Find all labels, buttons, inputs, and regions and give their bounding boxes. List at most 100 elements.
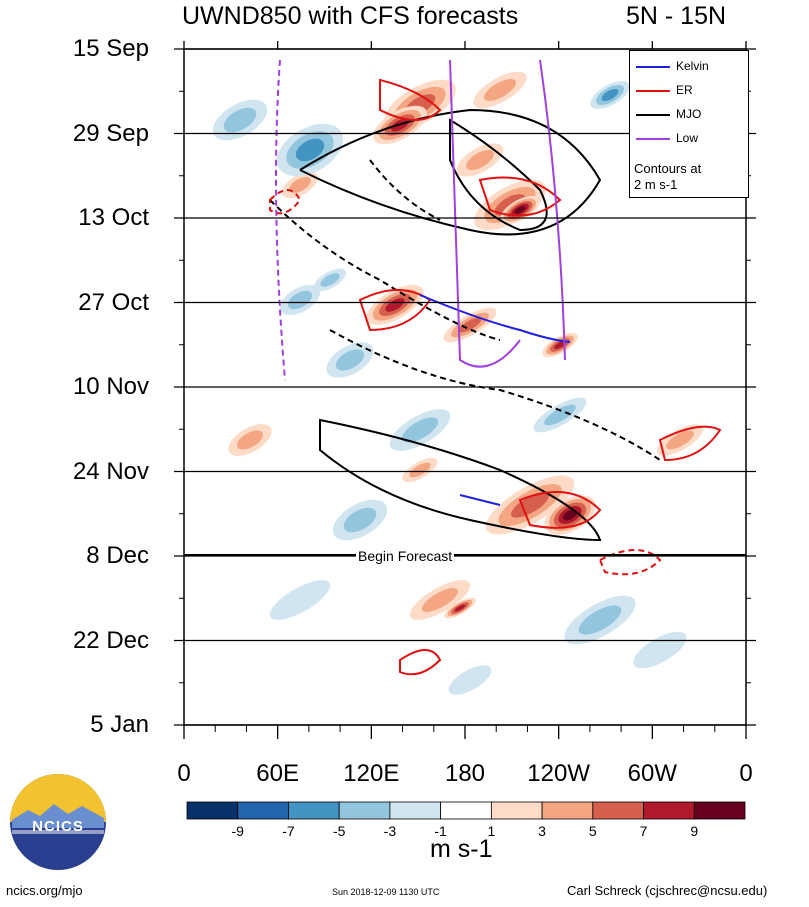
anomaly-patch bbox=[448, 665, 492, 695]
colorbar-swatch bbox=[693, 801, 746, 820]
y-tick-label: 13 Oct bbox=[78, 204, 149, 231]
colorbar-swatch bbox=[237, 801, 289, 820]
contour-line bbox=[539, 59, 566, 361]
x-tick-label: 120W bbox=[527, 760, 591, 787]
legend-swatch bbox=[636, 114, 670, 116]
colorbar bbox=[186, 801, 746, 820]
axis-ticks bbox=[174, 41, 756, 739]
ncics-logo bbox=[10, 774, 106, 870]
anomaly-patch bbox=[421, 588, 459, 612]
colorbar-swatch bbox=[338, 801, 391, 820]
legend: Kelvin ER MJO Low Contours at 2 m s-1 bbox=[629, 50, 749, 198]
colorbar-swatch bbox=[440, 801, 492, 820]
legend-entry: Kelvin bbox=[634, 59, 744, 75]
anomaly-patch bbox=[401, 417, 439, 443]
legend-swatch bbox=[636, 138, 670, 140]
logo-text: NCICS bbox=[32, 818, 84, 835]
wave-contours bbox=[269, 59, 722, 676]
anomaly-patch bbox=[223, 107, 257, 133]
anomaly-patch bbox=[295, 138, 325, 162]
contour-line bbox=[269, 199, 501, 341]
legend-note: Contours at 2 m s-1 bbox=[634, 161, 701, 193]
anomaly-patch bbox=[385, 298, 405, 312]
legend-entry: ER bbox=[634, 83, 744, 99]
colorbar-swatch bbox=[186, 801, 239, 820]
footer-author: Carl Schreck (cjschrec@ncsu.edu) bbox=[567, 883, 768, 898]
footer-timestamp: Sun 2018-12-09 1130 UTC bbox=[332, 887, 440, 897]
wind-field bbox=[212, 71, 704, 695]
anomaly-patch bbox=[563, 509, 577, 521]
contour-line bbox=[369, 159, 441, 221]
contour-line bbox=[329, 329, 661, 461]
y-tick-label: 29 Sep bbox=[72, 119, 149, 147]
contour-line bbox=[299, 108, 602, 236]
legend-entry: MJO bbox=[634, 107, 744, 123]
colorbar-swatch bbox=[389, 801, 442, 820]
contour-line bbox=[399, 649, 442, 676]
footer-website: ncics.org/mjo bbox=[6, 883, 83, 898]
colorbar-units: m s-1 bbox=[430, 835, 493, 863]
anomaly-patch bbox=[320, 273, 340, 287]
anomaly-patch bbox=[289, 177, 311, 193]
anomaly-patch bbox=[666, 430, 694, 450]
x-tick-label: 0 bbox=[177, 760, 191, 787]
colorbar-swatch bbox=[592, 801, 644, 820]
contour-line bbox=[459, 494, 501, 506]
y-tick-label: 5 Jan bbox=[90, 711, 149, 738]
legend-label: MJO bbox=[676, 107, 702, 121]
anomaly-patch bbox=[458, 317, 482, 333]
colorbar-tick-label: 3 bbox=[538, 823, 546, 839]
x-tick-label: 60E bbox=[256, 760, 300, 787]
colorbar-tick-label: -1 bbox=[434, 823, 447, 839]
colorbar-tick-label: 7 bbox=[639, 823, 648, 839]
chart-title: UWND850 with CFS forecasts bbox=[182, 2, 519, 30]
colorbar-swatch bbox=[541, 801, 594, 820]
legend-label: Kelvin bbox=[676, 59, 709, 73]
contour-line bbox=[319, 418, 602, 542]
colorbar-tick-label: -7 bbox=[282, 823, 295, 839]
contour-line bbox=[449, 118, 548, 232]
anomaly-patch bbox=[335, 349, 365, 371]
y-tick-label: 8 Dec bbox=[86, 542, 149, 569]
colorbar-tick-label: 1 bbox=[487, 823, 496, 839]
anomaly-patch bbox=[288, 290, 312, 310]
colorbar-tick-label: 9 bbox=[690, 823, 699, 839]
y-tick-label: 15 Sep bbox=[72, 35, 149, 62]
contour-line bbox=[598, 549, 662, 576]
anomaly-patch bbox=[466, 150, 494, 170]
legend-label: Low bbox=[676, 131, 699, 145]
contour-line bbox=[478, 176, 562, 217]
anomaly-patch bbox=[343, 507, 377, 533]
anomaly-patch bbox=[269, 580, 331, 620]
contour-line bbox=[269, 189, 302, 215]
legend-note-line-1: Contours at bbox=[634, 161, 702, 176]
legend-label: ER bbox=[676, 83, 693, 97]
anomaly-patch bbox=[544, 404, 576, 426]
y-tick-label: 27 Oct bbox=[78, 288, 149, 316]
x-tick-label: 120E bbox=[343, 760, 400, 787]
anomaly-patch bbox=[484, 79, 516, 101]
legend-note-line-2: 2 m s-1 bbox=[634, 177, 678, 192]
begin-forecast-label: Begin Forecast bbox=[356, 548, 455, 564]
colorbar-swatch bbox=[490, 801, 543, 820]
anomaly-patch bbox=[409, 462, 431, 478]
contour-line bbox=[379, 78, 442, 121]
contour-line bbox=[275, 59, 286, 381]
x-tick-label: 60W bbox=[627, 760, 678, 787]
anomaly-patch bbox=[454, 604, 466, 612]
colorbar-tick-label: -3 bbox=[383, 823, 397, 839]
contour-line bbox=[518, 491, 602, 529]
anomaly-patch bbox=[511, 492, 549, 518]
y-tick-label: 10 Nov bbox=[72, 373, 149, 400]
x-tick-label: 180 bbox=[444, 760, 486, 787]
anomaly-patch bbox=[237, 430, 263, 450]
y-tick-label: 22 Dec bbox=[72, 626, 149, 654]
colorbar-swatch bbox=[643, 801, 695, 820]
colorbar-swatch bbox=[288, 801, 340, 820]
colorbar-tick-label: -9 bbox=[231, 823, 244, 839]
x-tick-label: 0 bbox=[739, 760, 753, 787]
colorbar-tick-label: -5 bbox=[332, 823, 346, 839]
legend-swatch bbox=[636, 90, 670, 92]
anomaly-patch bbox=[578, 605, 622, 635]
